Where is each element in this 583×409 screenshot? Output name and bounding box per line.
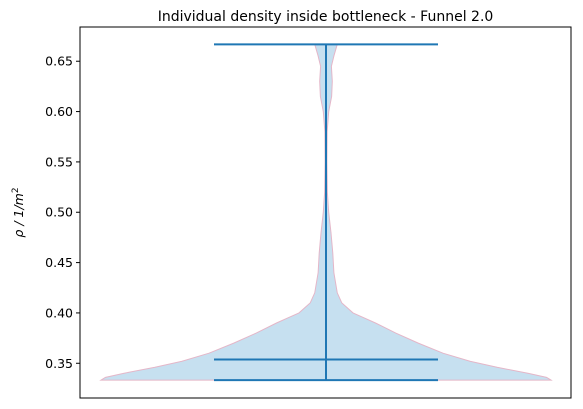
y-tick-label: 0.60	[45, 104, 73, 119]
y-axis-label-unit: m	[11, 193, 26, 205]
y-tick-label: 0.65	[45, 54, 73, 69]
y-axis-label-main: ρ / 1/	[11, 204, 26, 238]
plot-area	[79, 26, 572, 399]
y-axis: 0.35 0.40 0.45 0.50 0.55 0.60 0.65	[45, 54, 80, 371]
y-tick-label: 0.50	[45, 205, 73, 220]
y-axis-label-exponent: 2	[11, 187, 21, 193]
violin-lines	[214, 43, 438, 382]
y-tick-label: 0.35	[45, 356, 73, 371]
chart-title: Individual density inside bottleneck - F…	[158, 9, 494, 25]
y-tick-label: 0.40	[45, 305, 73, 320]
y-tick-label: 0.55	[45, 154, 73, 169]
y-axis-label: ρ / 1/m2	[11, 187, 26, 237]
y-tick-label: 0.45	[45, 255, 73, 270]
